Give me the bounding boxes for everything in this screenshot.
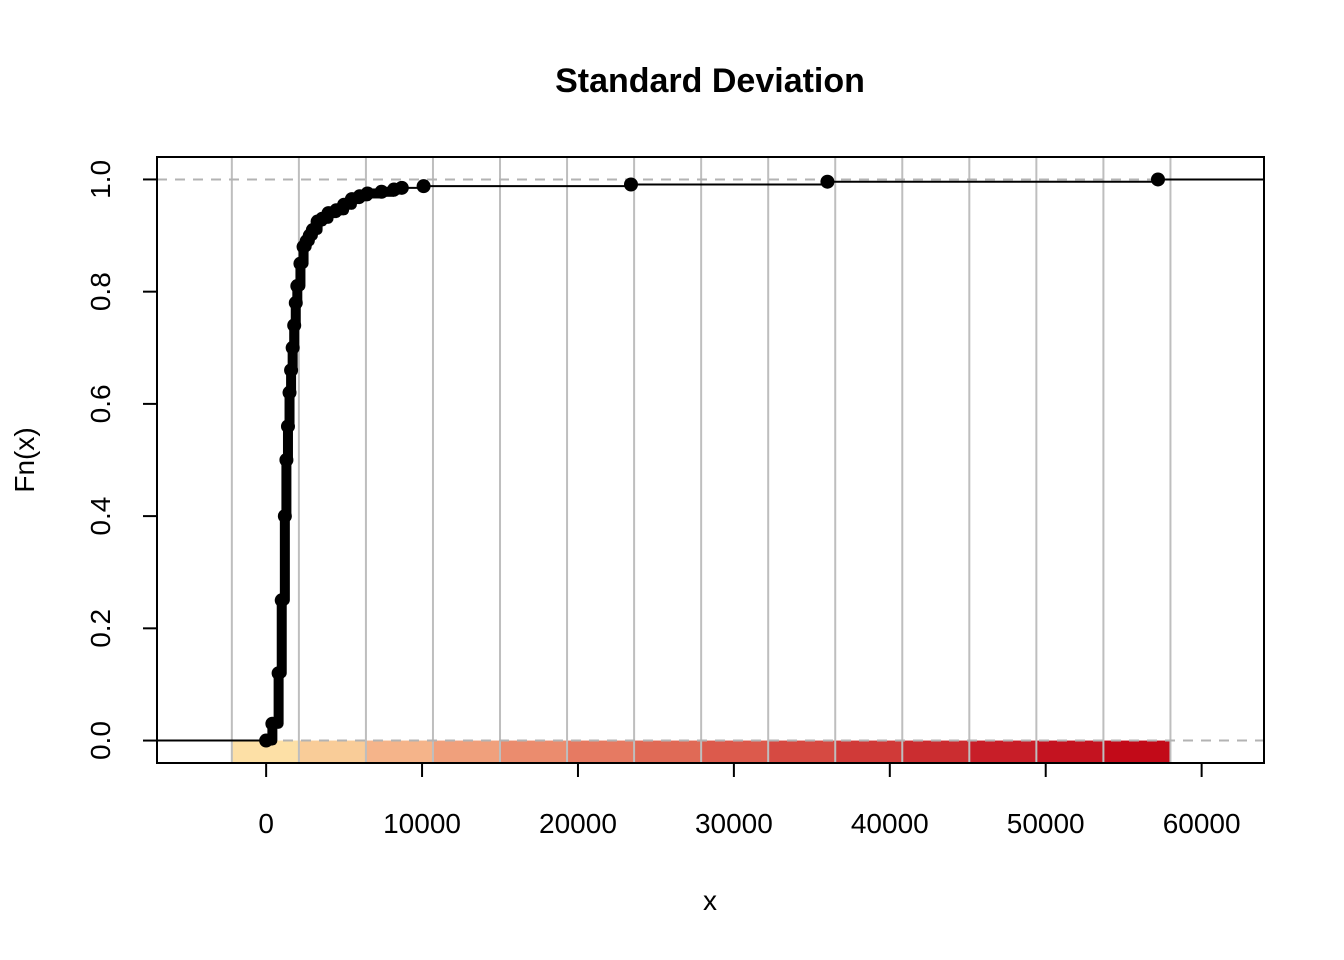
y-tick-label: 0.8 bbox=[85, 272, 116, 311]
color-band bbox=[835, 740, 903, 762]
color-band bbox=[634, 740, 702, 762]
color-bands bbox=[231, 740, 1171, 762]
data-point bbox=[279, 453, 294, 467]
y-tick-label: 0.6 bbox=[85, 384, 116, 423]
y-tick-label: 1.0 bbox=[85, 160, 116, 199]
ecdf-series bbox=[157, 178, 1264, 746]
color-band bbox=[768, 740, 836, 762]
color-band bbox=[298, 740, 367, 762]
x-tick-label: 50000 bbox=[1007, 808, 1085, 839]
data-point bbox=[416, 179, 431, 194]
y-tick-label: 0.0 bbox=[85, 721, 116, 760]
ecdf-points bbox=[259, 172, 1165, 748]
data-point bbox=[259, 733, 274, 748]
data-point bbox=[287, 318, 302, 333]
data-point bbox=[360, 186, 375, 201]
x-tick-label: 0 bbox=[258, 808, 274, 839]
data-point bbox=[284, 363, 299, 378]
x-axis-label: x bbox=[703, 885, 717, 916]
y-axis: 0.0 0.2 0.4 0.6 0.8 1.0 bbox=[85, 160, 157, 760]
color-band bbox=[432, 740, 501, 762]
color-band bbox=[1036, 740, 1104, 762]
color-band bbox=[500, 740, 568, 762]
color-band bbox=[231, 740, 300, 762]
data-point bbox=[288, 295, 303, 310]
reference-lines bbox=[157, 178, 1264, 742]
data-point bbox=[394, 180, 409, 195]
x-tick-label: 20000 bbox=[539, 808, 617, 839]
y-tick-label: 0.4 bbox=[85, 497, 116, 536]
data-point bbox=[293, 256, 308, 271]
x-axis: 0 10000 20000 30000 40000 50000 60000 bbox=[258, 763, 1241, 839]
data-point bbox=[623, 177, 638, 192]
chart-title: Standard Deviation bbox=[555, 62, 865, 100]
data-point bbox=[820, 174, 835, 189]
data-point bbox=[285, 340, 300, 355]
color-band bbox=[567, 740, 635, 762]
color-band bbox=[1103, 740, 1171, 762]
data-point bbox=[274, 593, 289, 608]
vertical-gridlines bbox=[230, 157, 1172, 763]
y-axis-label: Fn(x) bbox=[9, 427, 40, 492]
data-point bbox=[265, 716, 280, 731]
data-point bbox=[290, 279, 305, 294]
color-band bbox=[969, 740, 1037, 762]
x-tick-label: 40000 bbox=[851, 808, 929, 839]
data-point bbox=[374, 184, 389, 199]
color-band bbox=[902, 740, 970, 762]
color-band bbox=[701, 740, 769, 762]
data-point bbox=[277, 509, 292, 524]
data-point bbox=[282, 385, 297, 400]
data-point bbox=[271, 666, 286, 681]
data-point bbox=[1150, 172, 1165, 187]
x-tick-label: 60000 bbox=[1163, 808, 1241, 839]
y-tick-label: 0.2 bbox=[85, 609, 116, 648]
color-band bbox=[365, 740, 434, 762]
data-point bbox=[280, 419, 295, 434]
x-tick-label: 10000 bbox=[383, 808, 461, 839]
plot-frame bbox=[156, 156, 1265, 764]
x-tick-label: 30000 bbox=[695, 808, 773, 839]
